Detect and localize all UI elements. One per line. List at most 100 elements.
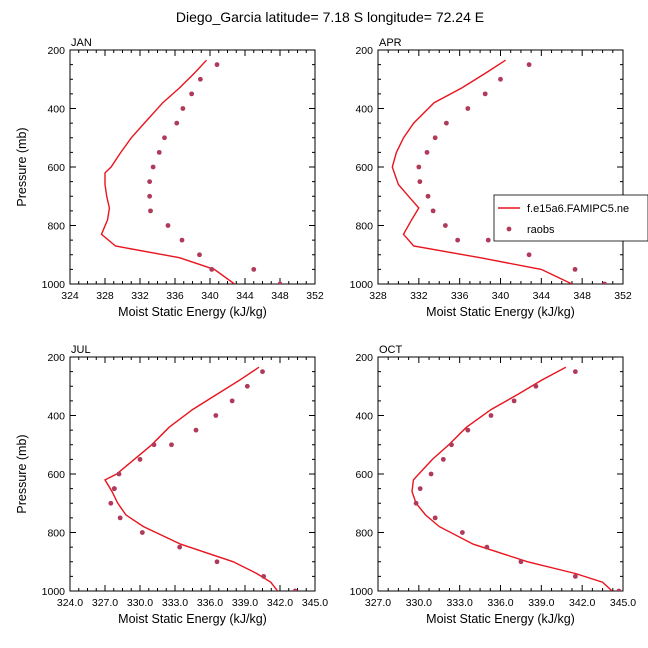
x-tick-label: 339.0 bbox=[232, 597, 258, 609]
plot-area bbox=[100, 59, 283, 284]
plot-frame bbox=[69, 356, 316, 592]
raobs-point bbox=[244, 383, 250, 389]
raobs-point bbox=[147, 179, 153, 185]
raobs-point bbox=[162, 135, 167, 141]
raobs-point bbox=[488, 413, 494, 418]
raobs-point bbox=[449, 442, 454, 448]
panel-oct: 327.0 330.0 333.0 336.0 339.0 342.0 345.0 200 40… bbox=[350, 344, 637, 626]
raobs-point bbox=[616, 588, 622, 591]
raobs-point bbox=[432, 515, 438, 521]
legend: f.e15a6.FAMIPC5.ne raobs bbox=[493, 194, 648, 242]
y-tick-label: 200 bbox=[47, 352, 65, 364]
raobs-point bbox=[572, 573, 578, 579]
y-tick-label: 800 bbox=[47, 528, 65, 540]
raobs-point bbox=[417, 486, 423, 492]
raobs-point bbox=[485, 237, 491, 243]
legend-raobs-swatch bbox=[506, 226, 512, 232]
figure-title: Diego_Garcia latitude= 7.18 S longitude=… bbox=[176, 9, 484, 25]
y-axis-title: Pressure (mb) bbox=[15, 127, 29, 206]
x-tick-label: 340 bbox=[201, 290, 219, 302]
panel-jan: 324 328 332 336 340 344 348 352 200 400 600 800 1000… bbox=[15, 37, 324, 319]
raobs-point bbox=[174, 120, 180, 126]
x-tick-label: 332 bbox=[131, 290, 149, 302]
raobs-point bbox=[156, 149, 162, 155]
series-line-model bbox=[104, 366, 279, 591]
x-tick-label: 324.0 bbox=[57, 597, 83, 609]
raobs-point bbox=[180, 106, 186, 111]
raobs-point bbox=[526, 62, 532, 68]
y-axis-title: Pressure (mb) bbox=[15, 434, 29, 513]
panels: 324 328 332 336 340 344 348 352 200 400 600 800 1000… bbox=[15, 37, 648, 626]
raobs-point bbox=[425, 193, 431, 199]
x-axis-title: Moist Static Energy (kJ/kg) bbox=[118, 612, 267, 626]
x-tick-label: 339.0 bbox=[528, 597, 554, 609]
plot-area bbox=[411, 366, 622, 591]
raobs-point bbox=[260, 369, 265, 375]
panel-label: JUL bbox=[71, 344, 91, 356]
raobs-point bbox=[148, 208, 153, 214]
plot-frame bbox=[377, 49, 624, 285]
x-tick-label: 333.0 bbox=[447, 597, 473, 609]
raobs-point bbox=[432, 135, 438, 141]
y-tick-label: 400 bbox=[47, 104, 65, 116]
raobs-point bbox=[442, 223, 448, 228]
y-tick-label: 400 bbox=[47, 411, 65, 423]
x-tick-label: 327.0 bbox=[92, 597, 118, 609]
raobs-point bbox=[526, 252, 532, 258]
y-tick-label: 600 bbox=[47, 469, 65, 481]
raobs-point bbox=[533, 383, 539, 389]
plot-frame bbox=[377, 356, 624, 592]
plot-area bbox=[391, 59, 608, 284]
raobs-point bbox=[277, 281, 283, 284]
y-tick-label: 200 bbox=[355, 45, 373, 57]
series-line-model bbox=[391, 59, 573, 284]
plot-area bbox=[104, 366, 298, 591]
raobs-point bbox=[424, 149, 430, 155]
x-tick-label: 344 bbox=[236, 290, 254, 302]
legend-raobs-label: raobs bbox=[527, 224, 555, 236]
raobs-point bbox=[214, 559, 220, 565]
x-tick-label: 328 bbox=[96, 290, 114, 302]
raobs-point bbox=[139, 530, 145, 535]
raobs-point bbox=[150, 164, 156, 170]
raobs-point bbox=[602, 281, 608, 284]
raobs-point bbox=[108, 500, 114, 506]
raobs-point bbox=[213, 413, 219, 418]
x-tick-label: 333.0 bbox=[162, 597, 188, 609]
panel-label: JAN bbox=[71, 37, 92, 49]
raobs-point bbox=[465, 106, 471, 111]
y-tick-label: 200 bbox=[355, 352, 373, 364]
y-tick-label: 200 bbox=[47, 45, 65, 57]
raobs-point bbox=[251, 266, 257, 272]
panel-label: APR bbox=[379, 37, 402, 49]
series-line-model bbox=[411, 366, 613, 591]
x-tick-label: 348 bbox=[573, 290, 591, 302]
raobs-point bbox=[417, 179, 423, 185]
raobs-point bbox=[511, 398, 517, 404]
panel-apr: 328 332 336 340 344 348 352 200 400 600 800 1000 APR… bbox=[350, 37, 648, 319]
x-tick-label: 336 bbox=[166, 290, 184, 302]
raobs-point bbox=[482, 91, 488, 97]
raobs-point bbox=[193, 427, 199, 433]
x-axis-title: Moist Static Energy (kJ/kg) bbox=[426, 305, 575, 319]
x-tick-label: 342.0 bbox=[569, 597, 595, 609]
raobs-point bbox=[197, 76, 203, 82]
x-tick-label: 332 bbox=[410, 290, 428, 302]
y-tick-label: 800 bbox=[355, 528, 373, 540]
y-tick-label: 1000 bbox=[42, 586, 66, 598]
raobs-point bbox=[189, 91, 195, 97]
y-tick-label: 400 bbox=[355, 104, 373, 116]
raobs-point bbox=[292, 588, 298, 591]
raobs-point bbox=[428, 471, 434, 477]
raobs-point bbox=[179, 237, 185, 243]
raobs-point bbox=[572, 266, 578, 272]
raobs-point bbox=[165, 223, 171, 228]
raobs-point bbox=[498, 76, 503, 82]
raobs-point bbox=[214, 62, 220, 68]
x-tick-label: 348 bbox=[271, 290, 289, 302]
raobs-point bbox=[572, 369, 578, 375]
raobs-point bbox=[416, 164, 422, 170]
x-tick-label: 340 bbox=[492, 290, 510, 302]
raobs-point bbox=[455, 237, 461, 243]
panel-jul: 324.0 327.0 330.0 333.0 336.0 339.0 342.0 345.0… bbox=[15, 344, 328, 626]
